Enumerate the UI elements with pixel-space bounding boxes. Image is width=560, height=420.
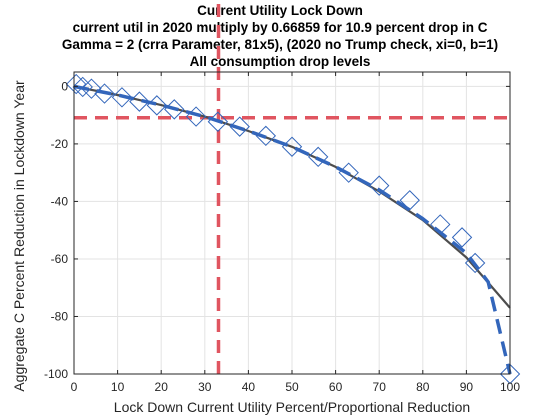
diamond-marker (451, 227, 473, 248)
diamond-marker (368, 175, 390, 196)
axes-layer (73, 71, 511, 375)
diamond-marker (255, 125, 277, 147)
x-axis-label: Lock Down Current Utility Percent/Propor… (113, 399, 471, 415)
diamond-marker (430, 214, 451, 235)
diamond-marker (94, 83, 115, 104)
series-layer (65, 73, 521, 385)
diamond-marker (229, 116, 250, 137)
x-tick-label: 100 (500, 380, 520, 394)
diamond-marker (307, 146, 329, 168)
diamond-marker (146, 95, 168, 116)
diamond-marker (129, 91, 150, 112)
diamond-marker (338, 162, 359, 183)
diamond-marker (111, 87, 133, 108)
diamond-marker (81, 78, 102, 99)
y-axis-label: Aggregate C Percent Reduction in Lockdow… (11, 80, 27, 392)
title-line-3: Gamma = 2 (crra Parameter, 81x5), (2020 … (61, 37, 499, 52)
diamond-marker (207, 111, 229, 132)
x-tick-label: 0 (71, 380, 78, 394)
title-line-2: current util in 2020 multiply by 0.66859… (72, 20, 488, 35)
x-tick-label: 70 (373, 380, 387, 394)
y-tick-label: -60 (51, 252, 69, 266)
x-tick-label: 30 (198, 380, 212, 394)
diamond-marker (499, 363, 521, 385)
x-tick-label: 60 (329, 380, 343, 394)
diamond-marker (464, 252, 486, 274)
y-tick-label: -20 (51, 137, 69, 151)
title-line-1: Current Utility Lock Down (197, 3, 363, 18)
y-tick-label: -100 (44, 367, 68, 381)
diamond-marker (281, 136, 303, 157)
reference-lines-layer (74, 0, 510, 374)
x-tick-label: 10 (111, 380, 125, 394)
y-tick-label: -40 (51, 194, 69, 208)
diamond-marker (185, 106, 207, 127)
diamond-marker (164, 99, 185, 120)
diamond-marker (65, 73, 87, 95)
x-tick-label: 50 (285, 380, 299, 394)
diamond-marker (72, 76, 93, 98)
grid-layer (73, 72, 511, 375)
x-tick-label: 90 (460, 380, 474, 394)
y-tick-label: 0 (61, 79, 68, 93)
tick-labels-layer: 0 10 20 30 40 50 60 70 80 90 100 -100 -80 -60 -40 -20 0 (44, 79, 520, 394)
x-tick-label: 20 (155, 380, 169, 394)
x-tick-label: 80 (416, 380, 430, 394)
chart-title: Current Utility Lock Down current util i… (0, 2, 560, 70)
diamond-marker (399, 190, 420, 211)
title-line-4: All consumption drop levels (189, 54, 371, 69)
x-tick-label: 40 (242, 380, 256, 394)
y-tick-label: -80 (51, 309, 69, 323)
